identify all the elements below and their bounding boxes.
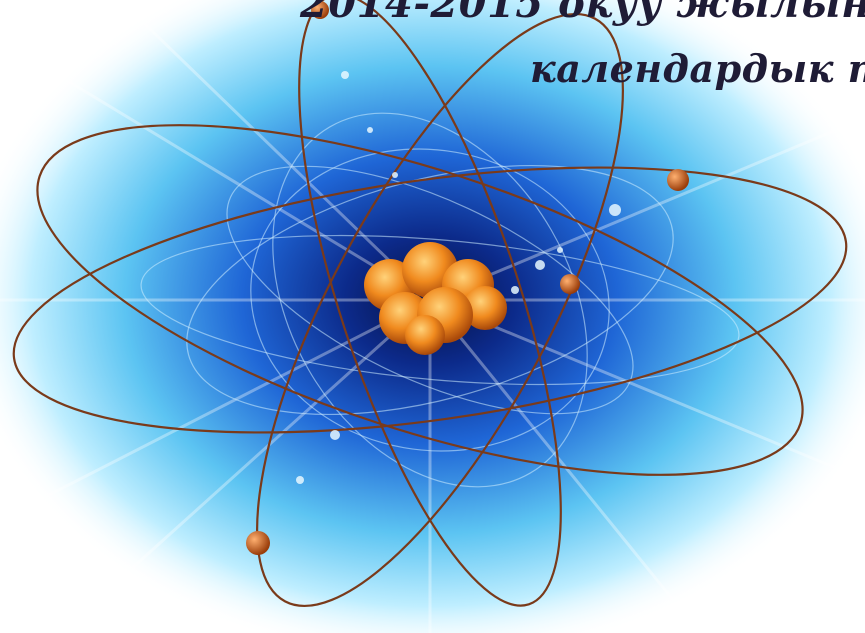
electrons	[246, 1, 689, 555]
electron	[246, 531, 270, 555]
title-line-1: 2014-2015 окуу жылына	[300, 0, 865, 27]
electron	[667, 169, 689, 191]
title-line-2: календардык п	[530, 46, 865, 91]
droplets	[296, 71, 621, 484]
orbit-1	[12, 166, 848, 434]
nucleus	[364, 242, 507, 355]
orbit-3	[256, 12, 624, 608]
electron	[311, 1, 329, 19]
electron	[560, 274, 580, 294]
orbit-4	[298, 0, 562, 607]
